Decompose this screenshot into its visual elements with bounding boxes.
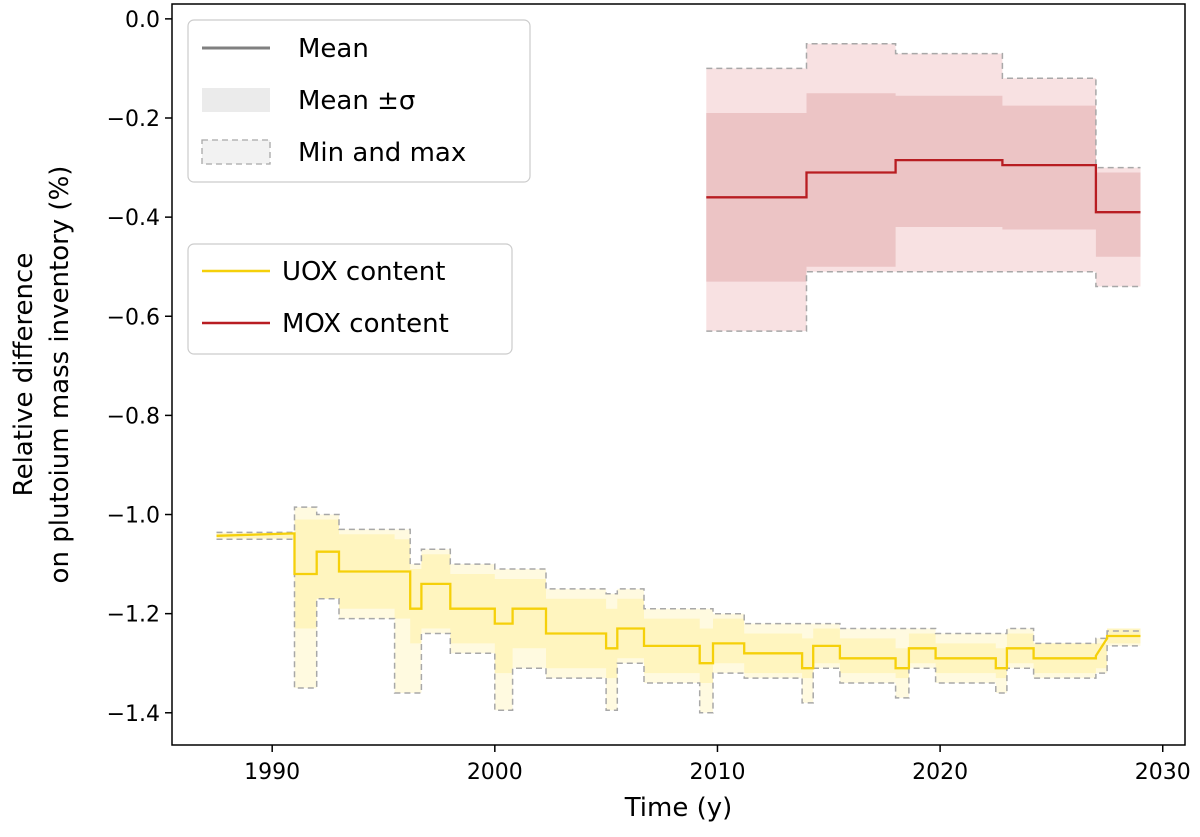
y-tick-label: 0.0 — [125, 8, 160, 33]
mox-max-edge — [706, 42, 1141, 169]
axis-ticks: 1990 2000 2010 2020 2030 0.0 −0.2 −0.4 −0.6 −0.8 −… — [107, 8, 1191, 785]
x-tick-label: 2010 — [689, 760, 745, 785]
y-tick-label: −0.8 — [107, 404, 160, 429]
legend-swatch-mean-sigma — [202, 88, 270, 112]
y-axis-title-line-2: on plutoium mass inventory (%) — [45, 166, 75, 584]
x-tick-label: 2020 — [912, 760, 968, 785]
legend-label-mox: MOX content — [282, 309, 449, 339]
axes-frame — [171, 3, 1186, 746]
y-tick-label: −1.2 — [107, 603, 160, 628]
legend-statistics: Mean Mean ±σ Min and max — [187, 19, 531, 183]
mox-min-edge — [706, 270, 1141, 332]
legend-label-mean-sigma: Mean ±σ — [298, 86, 415, 116]
uox-mean-line — [216, 532, 1141, 670]
legend-label-min-max: Min and max — [298, 138, 466, 168]
uox-max-edge — [216, 506, 1141, 645]
y-tick-label: −0.2 — [107, 107, 160, 132]
y-tick-label: −0.4 — [107, 206, 160, 231]
y-tick-label: −0.6 — [107, 305, 160, 330]
x-tick-label: 2000 — [467, 760, 523, 785]
plot-area — [216, 42, 1141, 714]
legend-swatch-min-max — [201, 139, 271, 165]
y-tick-label: −1.4 — [107, 702, 160, 727]
y-tick-label: −1.0 — [107, 504, 160, 529]
y-axis-title-line-1: Relative difference — [9, 253, 39, 497]
uox-min-edge — [216, 538, 1141, 714]
legend-label-mean: Mean — [298, 34, 369, 64]
x-tick-label: 2030 — [1135, 760, 1191, 785]
uox-sigma-band — [216, 519, 1141, 683]
mox-mean-line — [706, 158, 1141, 214]
x-axis-title: Time (y) — [624, 793, 733, 823]
mox-sigma-band — [706, 93, 1141, 282]
x-tick-label: 1990 — [244, 760, 300, 785]
legend-label-uox: UOX content — [282, 257, 445, 287]
legend-series: UOX content MOX content — [187, 243, 513, 355]
legend-box — [187, 19, 531, 183]
